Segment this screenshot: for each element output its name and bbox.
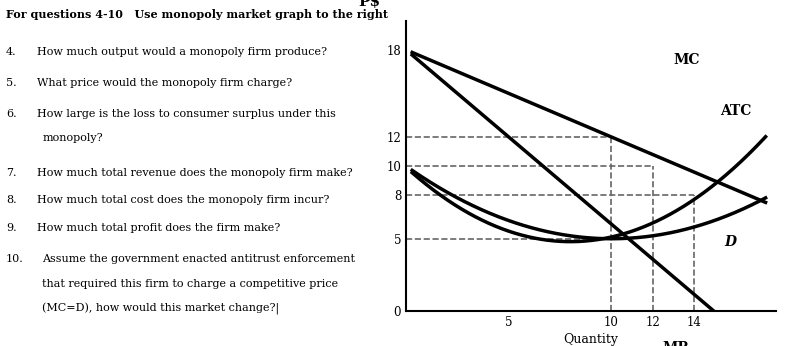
Text: What price would the monopoly firm charge?: What price would the monopoly firm charg… <box>37 78 291 88</box>
Text: 9.: 9. <box>6 223 16 233</box>
Text: For questions 4-10   Use monopoly market graph to the right: For questions 4-10 Use monopoly market g… <box>6 9 387 20</box>
Text: How large is the loss to consumer surplus under this: How large is the loss to consumer surplu… <box>37 109 335 119</box>
Text: How much total cost does the monopoly firm incur?: How much total cost does the monopoly fi… <box>37 195 328 206</box>
Text: ATC: ATC <box>719 104 751 118</box>
Text: MR: MR <box>662 341 689 346</box>
Text: monopoly?: monopoly? <box>43 133 103 143</box>
Text: 6.: 6. <box>6 109 16 119</box>
Text: P$: P$ <box>357 0 380 9</box>
Text: How much total profit does the firm make?: How much total profit does the firm make… <box>37 223 279 233</box>
Text: 4.: 4. <box>6 47 16 57</box>
Text: 8.: 8. <box>6 195 16 206</box>
Text: 7.: 7. <box>6 168 16 178</box>
Text: MC: MC <box>672 53 699 67</box>
Text: that required this firm to charge a competitive price: that required this firm to charge a comp… <box>43 279 338 289</box>
Text: Assume the government enacted antitrust enforcement: Assume the government enacted antitrust … <box>43 254 355 264</box>
Text: 5.: 5. <box>6 78 16 88</box>
Text: 10.: 10. <box>6 254 23 264</box>
Text: How much total revenue does the monopoly firm make?: How much total revenue does the monopoly… <box>37 168 352 178</box>
Text: (MC=D), how would this market change?|: (MC=D), how would this market change?| <box>43 303 279 315</box>
X-axis label: Quantity: Quantity <box>563 334 618 346</box>
Text: How much output would a monopoly firm produce?: How much output would a monopoly firm pr… <box>37 47 326 57</box>
Text: D: D <box>724 235 736 249</box>
